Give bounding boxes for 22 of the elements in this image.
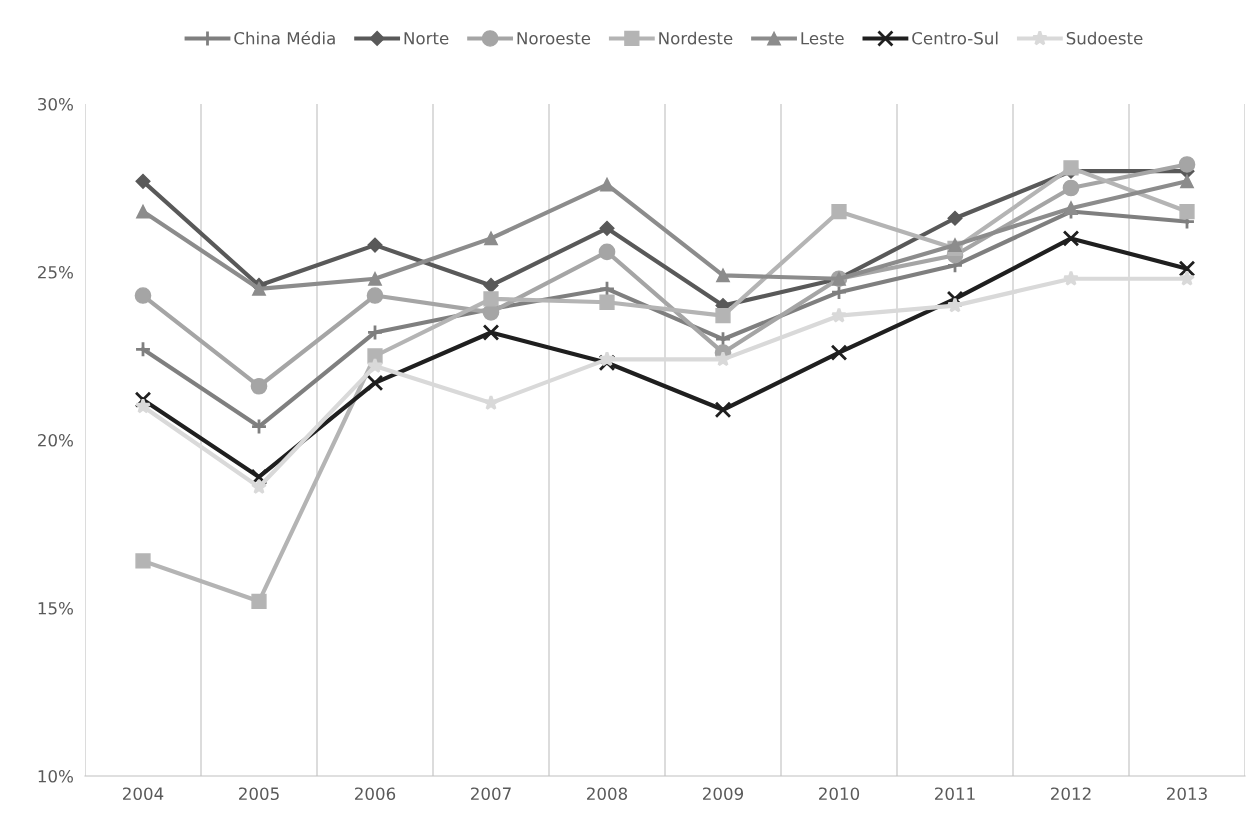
legend-label: Noroeste [517, 32, 591, 45]
x-tick-label: 2013 [1167, 787, 1207, 801]
y-tick-label: 30% [38, 97, 73, 111]
x-tick-label: 2006 [355, 787, 396, 801]
legend-label: China Média [234, 30, 335, 45]
y-tick-label: 10% [38, 769, 73, 783]
y-tick-label: 20% [38, 433, 73, 447]
x-tick-label: 2011 [935, 787, 975, 801]
x-tick-label: 2010 [819, 787, 860, 801]
x-tick-label: 2012 [1051, 787, 1091, 801]
x-tick-label: 2004 [123, 787, 164, 801]
x-tick-label: 2005 [239, 787, 279, 801]
x-tick-label: 2007 [471, 787, 511, 801]
x-tick-label: 2008 [587, 787, 628, 801]
legend-label: Leste [801, 32, 844, 45]
legend-label: Nordeste [659, 31, 733, 45]
legend-label: Sudoeste [1066, 31, 1143, 45]
x-tick-label: 2009 [703, 787, 744, 801]
y-tick-label: 25% [38, 265, 73, 279]
legend-label: Centro-Sul [912, 31, 998, 45]
legend-label: Norte [404, 32, 449, 45]
y-tick-label: 15% [38, 601, 73, 615]
